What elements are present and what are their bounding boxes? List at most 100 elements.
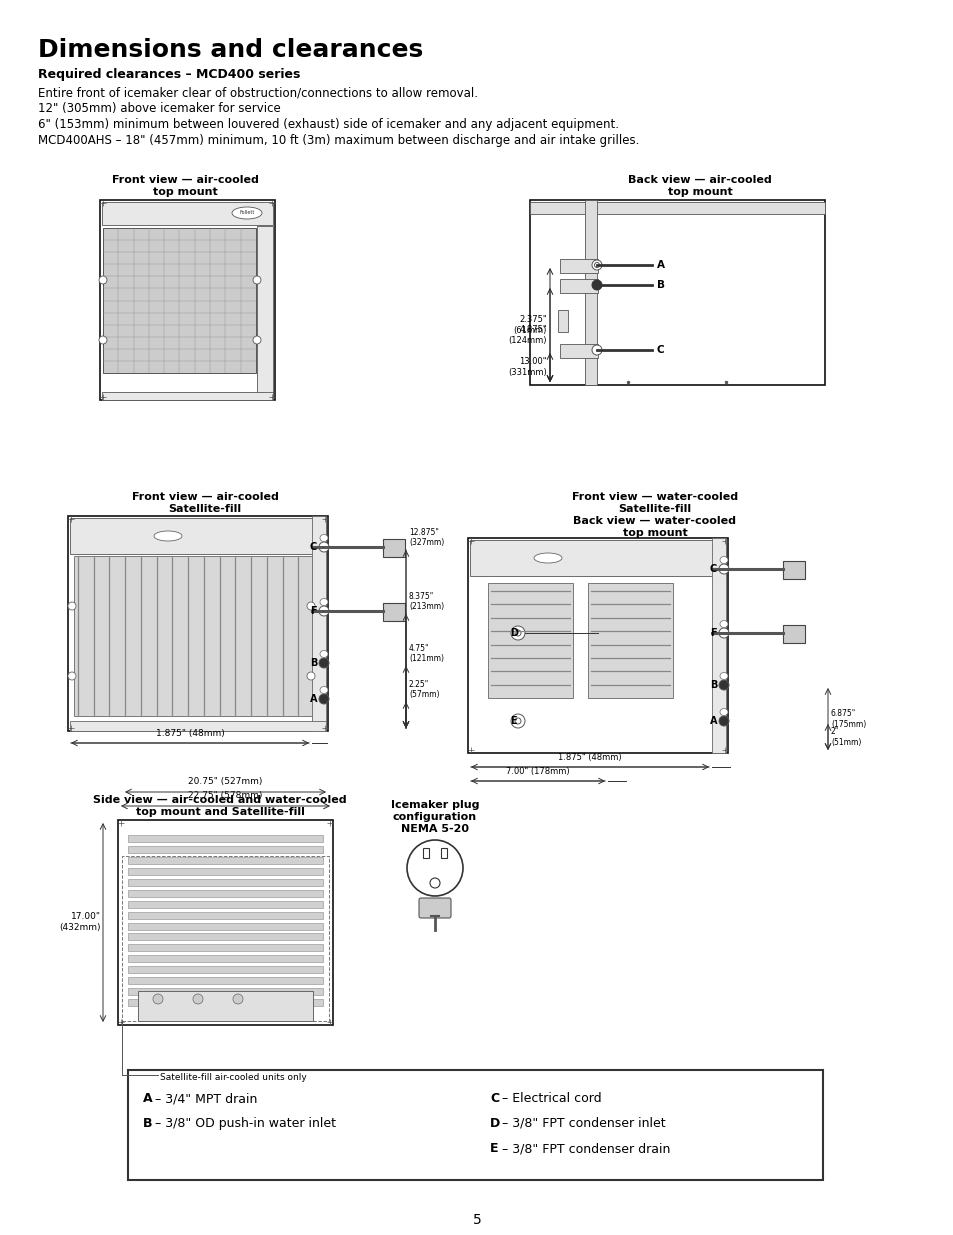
Bar: [587, 583, 672, 698]
Circle shape: [515, 718, 520, 724]
Circle shape: [318, 694, 329, 704]
Bar: [128, 879, 323, 885]
Bar: [530, 203, 824, 214]
Text: 20.75" (527mm): 20.75" (527mm): [188, 777, 262, 785]
Bar: [440, 848, 447, 858]
Text: B: B: [657, 280, 664, 290]
Text: – 3/4" MPT drain: – 3/4" MPT drain: [151, 1092, 257, 1105]
Text: 2"
(51mm): 2" (51mm): [830, 727, 861, 747]
Bar: [128, 900, 323, 908]
Bar: [102, 391, 273, 400]
Circle shape: [430, 878, 439, 888]
Text: Satellite-fill: Satellite-fill: [169, 504, 241, 514]
Ellipse shape: [720, 673, 727, 679]
Bar: [128, 945, 323, 951]
Bar: [122, 856, 329, 1021]
Circle shape: [307, 601, 314, 610]
Bar: [559, 345, 598, 358]
Bar: [256, 226, 273, 398]
Text: Back view — water-cooled: Back view — water-cooled: [573, 516, 736, 526]
Bar: [422, 848, 429, 858]
Text: 22.75" (578mm): 22.75" (578mm): [188, 790, 262, 800]
Text: NEMA 5-20: NEMA 5-20: [400, 824, 469, 834]
Text: 1.875" (48mm): 1.875" (48mm): [155, 729, 224, 739]
Bar: [128, 988, 323, 995]
Bar: [128, 999, 323, 1007]
Text: Icemaker plug: Icemaker plug: [391, 800, 478, 810]
Bar: [584, 200, 597, 385]
Text: B: B: [310, 658, 317, 668]
Bar: [530, 200, 824, 385]
Circle shape: [233, 994, 243, 1004]
Ellipse shape: [319, 599, 328, 605]
Text: 4.75"
(121mm): 4.75" (121mm): [409, 643, 443, 663]
Bar: [128, 857, 323, 863]
Text: 12.875"
(327mm): 12.875" (327mm): [409, 527, 444, 547]
Ellipse shape: [534, 553, 561, 563]
Bar: [103, 228, 255, 373]
Text: Front view — water-cooled: Front view — water-cooled: [572, 492, 738, 501]
Bar: [128, 889, 323, 897]
Ellipse shape: [319, 651, 328, 657]
Circle shape: [99, 275, 107, 284]
Circle shape: [318, 542, 329, 552]
Bar: [782, 561, 804, 579]
Circle shape: [592, 345, 601, 354]
Bar: [128, 923, 323, 930]
Text: Front view — air-cooled: Front view — air-cooled: [112, 175, 258, 185]
Text: D: D: [510, 629, 517, 638]
Circle shape: [253, 336, 261, 345]
Text: Follett: Follett: [239, 210, 254, 215]
Circle shape: [407, 840, 462, 897]
Circle shape: [318, 658, 329, 668]
Text: 13.00"
(331mm): 13.00" (331mm): [508, 357, 546, 377]
Bar: [128, 966, 323, 973]
Bar: [102, 203, 273, 225]
Bar: [128, 1070, 822, 1179]
Text: – Electrical cord: – Electrical cord: [497, 1092, 601, 1105]
Text: A: A: [143, 1092, 152, 1105]
Circle shape: [511, 626, 524, 640]
Bar: [70, 517, 326, 555]
Bar: [74, 556, 314, 716]
Bar: [488, 583, 573, 698]
Ellipse shape: [720, 557, 727, 563]
Bar: [128, 977, 323, 984]
Text: 2.375"
(61mm): 2.375" (61mm): [513, 315, 546, 335]
Text: B: B: [709, 680, 717, 690]
Text: A: A: [709, 716, 717, 726]
Circle shape: [68, 601, 76, 610]
Text: top mount and Satellite-fill: top mount and Satellite-fill: [135, 806, 304, 818]
Circle shape: [307, 672, 314, 680]
Bar: [128, 956, 323, 962]
Text: C: C: [657, 345, 664, 354]
Circle shape: [511, 714, 524, 727]
Text: Satellite-fill air-cooled units only: Satellite-fill air-cooled units only: [160, 1073, 307, 1083]
Text: D: D: [490, 1116, 499, 1130]
Text: E: E: [510, 716, 517, 726]
FancyBboxPatch shape: [418, 898, 451, 918]
Text: MCD400AHS – 18" (457mm) minimum, 10 ft (3m) maximum between discharge and air in: MCD400AHS – 18" (457mm) minimum, 10 ft (…: [38, 135, 639, 147]
Bar: [100, 200, 274, 400]
Bar: [382, 538, 405, 557]
Text: F: F: [709, 629, 716, 638]
Bar: [470, 540, 725, 576]
Bar: [782, 625, 804, 643]
Text: 12" (305mm) above icemaker for service: 12" (305mm) above icemaker for service: [38, 103, 280, 115]
Ellipse shape: [720, 620, 727, 627]
Ellipse shape: [232, 207, 262, 219]
Text: top mount: top mount: [152, 186, 217, 198]
Bar: [68, 516, 328, 731]
Text: B: B: [143, 1116, 152, 1130]
Text: 6.875"
(175mm): 6.875" (175mm): [830, 709, 865, 729]
Text: Satellite-fill: Satellite-fill: [618, 504, 691, 514]
Circle shape: [719, 716, 728, 726]
Circle shape: [193, 994, 203, 1004]
Text: A: A: [657, 261, 664, 270]
Circle shape: [592, 261, 601, 270]
Text: 7.00" (178mm): 7.00" (178mm): [506, 767, 569, 776]
Circle shape: [719, 564, 728, 574]
Bar: [559, 259, 598, 273]
Bar: [128, 911, 323, 919]
Text: C: C: [310, 542, 317, 552]
